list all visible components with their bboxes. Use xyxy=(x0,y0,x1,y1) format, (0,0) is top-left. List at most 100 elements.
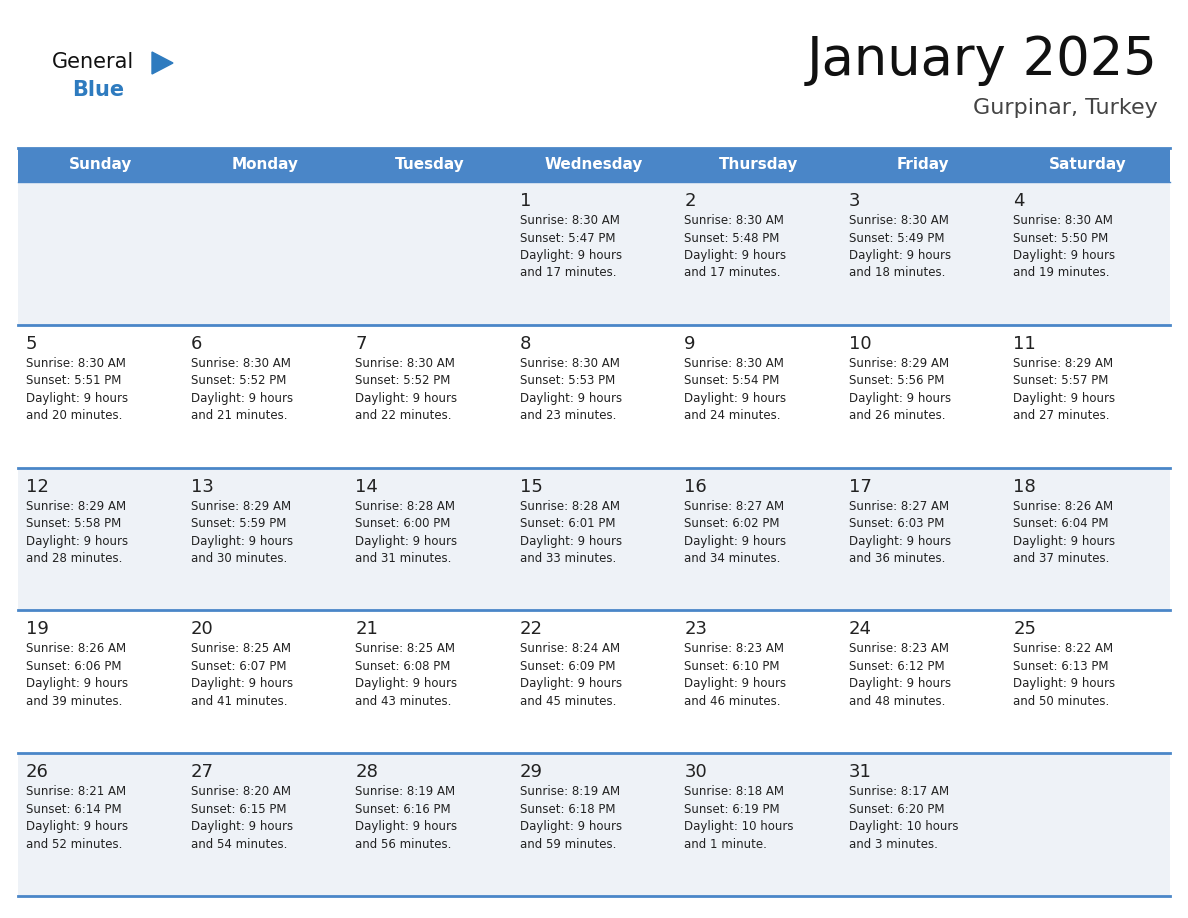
Text: Sunrise: 8:30 AM: Sunrise: 8:30 AM xyxy=(519,214,620,227)
Text: 4: 4 xyxy=(1013,192,1025,210)
Text: Gurpinar, Turkey: Gurpinar, Turkey xyxy=(973,98,1158,118)
Text: and 20 minutes.: and 20 minutes. xyxy=(26,409,122,422)
Text: Friday: Friday xyxy=(897,158,949,173)
Text: 27: 27 xyxy=(190,763,214,781)
Text: Daylight: 9 hours: Daylight: 9 hours xyxy=(1013,392,1116,405)
Text: 24: 24 xyxy=(849,621,872,638)
Bar xyxy=(676,467,841,610)
Text: Daylight: 9 hours: Daylight: 9 hours xyxy=(1013,677,1116,690)
Text: Sunrise: 8:30 AM: Sunrise: 8:30 AM xyxy=(519,357,620,370)
Text: 20: 20 xyxy=(190,621,214,638)
Bar xyxy=(18,753,183,896)
Text: and 17 minutes.: and 17 minutes. xyxy=(519,266,617,279)
Text: and 3 minutes.: and 3 minutes. xyxy=(849,838,937,851)
Text: Daylight: 9 hours: Daylight: 9 hours xyxy=(684,677,786,690)
Text: Sunrise: 8:25 AM: Sunrise: 8:25 AM xyxy=(190,643,291,655)
Text: and 1 minute.: and 1 minute. xyxy=(684,838,767,851)
Text: Sunrise: 8:19 AM: Sunrise: 8:19 AM xyxy=(355,785,455,798)
Text: and 56 minutes.: and 56 minutes. xyxy=(355,838,451,851)
Text: Sunrise: 8:30 AM: Sunrise: 8:30 AM xyxy=(355,357,455,370)
Bar xyxy=(347,182,512,325)
Text: Daylight: 9 hours: Daylight: 9 hours xyxy=(26,820,128,834)
Bar xyxy=(183,148,347,182)
Bar xyxy=(841,148,1005,182)
Bar xyxy=(347,325,512,467)
Text: Daylight: 9 hours: Daylight: 9 hours xyxy=(684,249,786,262)
Text: Daylight: 9 hours: Daylight: 9 hours xyxy=(26,677,128,690)
Text: Sunrise: 8:28 AM: Sunrise: 8:28 AM xyxy=(519,499,620,512)
Text: Daylight: 9 hours: Daylight: 9 hours xyxy=(355,820,457,834)
Text: Sunrise: 8:25 AM: Sunrise: 8:25 AM xyxy=(355,643,455,655)
Text: and 37 minutes.: and 37 minutes. xyxy=(1013,552,1110,565)
Text: Sunrise: 8:29 AM: Sunrise: 8:29 AM xyxy=(190,499,291,512)
Text: and 52 minutes.: and 52 minutes. xyxy=(26,838,122,851)
Text: General: General xyxy=(52,52,134,72)
Text: Sunrise: 8:30 AM: Sunrise: 8:30 AM xyxy=(1013,214,1113,227)
Text: Sunrise: 8:29 AM: Sunrise: 8:29 AM xyxy=(849,357,949,370)
Text: Sunset: 5:49 PM: Sunset: 5:49 PM xyxy=(849,231,944,244)
Text: Sunset: 6:14 PM: Sunset: 6:14 PM xyxy=(26,802,121,816)
Polygon shape xyxy=(152,52,173,74)
Text: Sunset: 6:07 PM: Sunset: 6:07 PM xyxy=(190,660,286,673)
Bar xyxy=(512,325,676,467)
Text: Daylight: 9 hours: Daylight: 9 hours xyxy=(519,677,621,690)
Bar xyxy=(676,610,841,753)
Text: Sunset: 6:19 PM: Sunset: 6:19 PM xyxy=(684,802,779,816)
Text: Sunrise: 8:20 AM: Sunrise: 8:20 AM xyxy=(190,785,291,798)
Text: 17: 17 xyxy=(849,477,872,496)
Text: Daylight: 9 hours: Daylight: 9 hours xyxy=(1013,249,1116,262)
Text: and 27 minutes.: and 27 minutes. xyxy=(1013,409,1110,422)
Text: Blue: Blue xyxy=(72,80,124,100)
Bar xyxy=(676,182,841,325)
Text: and 21 minutes.: and 21 minutes. xyxy=(190,409,287,422)
Bar xyxy=(676,325,841,467)
Text: Sunset: 6:18 PM: Sunset: 6:18 PM xyxy=(519,802,615,816)
Bar xyxy=(347,753,512,896)
Text: and 23 minutes.: and 23 minutes. xyxy=(519,409,617,422)
Text: Saturday: Saturday xyxy=(1049,158,1126,173)
Text: and 54 minutes.: and 54 minutes. xyxy=(190,838,287,851)
Bar xyxy=(1005,148,1170,182)
Text: and 48 minutes.: and 48 minutes. xyxy=(849,695,946,708)
Text: Daylight: 9 hours: Daylight: 9 hours xyxy=(519,392,621,405)
Text: Daylight: 9 hours: Daylight: 9 hours xyxy=(519,534,621,548)
Text: and 26 minutes.: and 26 minutes. xyxy=(849,409,946,422)
Bar xyxy=(183,753,347,896)
Bar xyxy=(841,182,1005,325)
Text: Sunrise: 8:18 AM: Sunrise: 8:18 AM xyxy=(684,785,784,798)
Text: 10: 10 xyxy=(849,335,872,353)
Text: Sunrise: 8:23 AM: Sunrise: 8:23 AM xyxy=(849,643,949,655)
Bar xyxy=(183,325,347,467)
Text: Sunrise: 8:23 AM: Sunrise: 8:23 AM xyxy=(684,643,784,655)
Text: 25: 25 xyxy=(1013,621,1036,638)
Text: Sunset: 5:50 PM: Sunset: 5:50 PM xyxy=(1013,231,1108,244)
Text: Daylight: 9 hours: Daylight: 9 hours xyxy=(355,392,457,405)
Text: 19: 19 xyxy=(26,621,49,638)
Bar xyxy=(1005,610,1170,753)
Text: and 33 minutes.: and 33 minutes. xyxy=(519,552,615,565)
Bar xyxy=(676,753,841,896)
Text: 8: 8 xyxy=(519,335,531,353)
Text: 3: 3 xyxy=(849,192,860,210)
Text: and 41 minutes.: and 41 minutes. xyxy=(190,695,287,708)
Text: Sunset: 5:52 PM: Sunset: 5:52 PM xyxy=(190,375,286,387)
Text: and 50 minutes.: and 50 minutes. xyxy=(1013,695,1110,708)
Text: 1: 1 xyxy=(519,192,531,210)
Bar xyxy=(512,610,676,753)
Bar xyxy=(1005,325,1170,467)
Text: Sunrise: 8:22 AM: Sunrise: 8:22 AM xyxy=(1013,643,1113,655)
Text: and 46 minutes.: and 46 minutes. xyxy=(684,695,781,708)
Text: Daylight: 9 hours: Daylight: 9 hours xyxy=(849,249,950,262)
Text: 30: 30 xyxy=(684,763,707,781)
Text: Sunrise: 8:29 AM: Sunrise: 8:29 AM xyxy=(26,499,126,512)
Text: Daylight: 9 hours: Daylight: 9 hours xyxy=(519,820,621,834)
Text: 9: 9 xyxy=(684,335,696,353)
Text: Sunset: 6:02 PM: Sunset: 6:02 PM xyxy=(684,517,779,530)
Text: 15: 15 xyxy=(519,477,543,496)
Bar xyxy=(841,753,1005,896)
Text: and 28 minutes.: and 28 minutes. xyxy=(26,552,122,565)
Text: Sunset: 5:53 PM: Sunset: 5:53 PM xyxy=(519,375,615,387)
Text: Sunset: 5:48 PM: Sunset: 5:48 PM xyxy=(684,231,779,244)
Bar xyxy=(512,753,676,896)
Text: Sunset: 6:20 PM: Sunset: 6:20 PM xyxy=(849,802,944,816)
